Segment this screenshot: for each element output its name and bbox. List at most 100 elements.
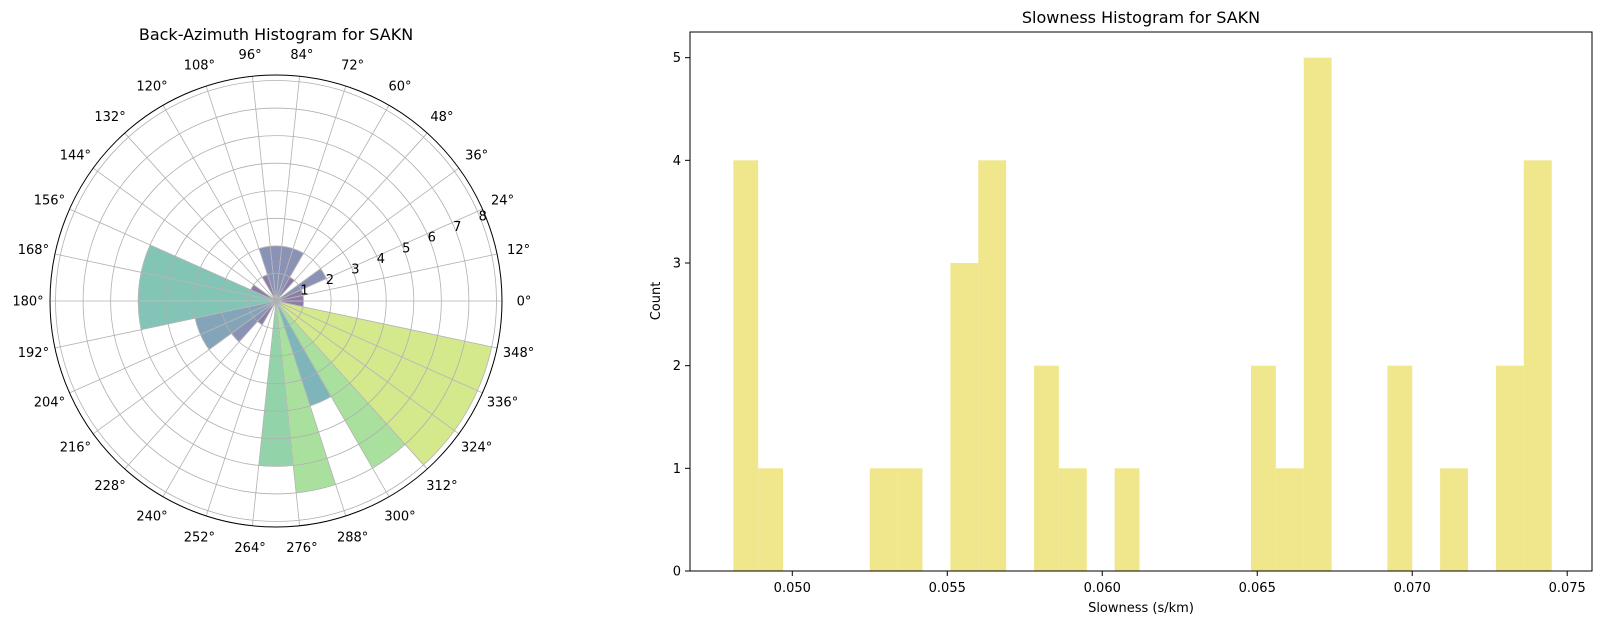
x-tick-label: 0.065 <box>1239 581 1276 596</box>
y-tick-label: 0 <box>673 565 681 580</box>
x-tick-label: 0.050 <box>774 581 811 596</box>
x-tick-label: 0.060 <box>1084 581 1121 596</box>
angular-gridline <box>275 253 498 302</box>
angle-tick-label: 300° <box>384 509 415 524</box>
histogram-bar <box>978 160 1007 572</box>
angle-tick-label: 84° <box>290 48 313 63</box>
angular-gridline <box>275 167 460 302</box>
histogram-bar <box>1495 365 1524 571</box>
angle-tick-label: 132° <box>94 110 125 125</box>
histogram-bar <box>1387 365 1413 571</box>
y-tick-label: 4 <box>673 154 681 169</box>
angular-gridline <box>162 300 277 497</box>
x-tick-label: 0.055 <box>929 581 966 596</box>
angular-gridline <box>205 85 277 302</box>
angle-tick-label: 168° <box>18 243 49 258</box>
angle-tick-label: 276° <box>286 541 317 556</box>
angular-gridline <box>275 300 301 526</box>
angular-gridline <box>275 300 428 470</box>
angular-gridline <box>275 76 301 302</box>
angle-tick-label: 348° <box>503 346 534 361</box>
angle-tick-label: 24° <box>491 194 514 209</box>
angle-tick-label: 216° <box>60 440 91 455</box>
histogram-bar <box>1440 468 1469 571</box>
angular-gridline <box>69 300 277 394</box>
angular-gridline <box>251 76 277 302</box>
angular-gridline <box>275 300 483 394</box>
radial-tick-label: 6 <box>428 231 436 246</box>
angular-gridline <box>162 105 277 302</box>
angular-gridline <box>275 208 483 302</box>
y-tick-label: 5 <box>673 51 681 66</box>
x-tick-label: 0.075 <box>1549 581 1586 596</box>
histogram-bar <box>1058 468 1087 571</box>
x-tick-label: 0.070 <box>1394 581 1431 596</box>
angle-tick-label: 288° <box>337 530 368 545</box>
angle-tick-label: 336° <box>487 395 518 410</box>
angle-tick-label: 180° <box>12 295 43 310</box>
radial-tick-label: 3 <box>351 262 359 277</box>
angle-tick-label: 228° <box>94 479 125 494</box>
histogram-ticks: 0.050 0.055 0.060 0.065 0.070 0.075 0 1 2 3 4 5 <box>673 51 1586 596</box>
histogram-bar <box>1275 468 1304 571</box>
angle-tick-label: 72° <box>341 59 364 74</box>
polar-tick-labels: 0°12°24°36°48°60°72°84°96°108°120°132°14… <box>12 48 534 556</box>
angle-tick-label: 324° <box>461 440 492 455</box>
angle-tick-label: 192° <box>18 346 49 361</box>
y-tick-label: 2 <box>673 359 681 374</box>
polar-chart-title: Back-Azimuth Histogram for SAKN <box>139 25 413 44</box>
radial-tick-label: 7 <box>453 220 461 235</box>
histogram-bar <box>1251 365 1276 571</box>
histogram-bar <box>897 468 923 571</box>
histogram-bar <box>1034 365 1059 571</box>
histogram-frame <box>689 31 1593 572</box>
angular-gridline <box>54 253 277 302</box>
angular-gridline <box>124 300 277 470</box>
polar-frame <box>49 74 503 528</box>
angle-tick-label: 120° <box>136 80 167 95</box>
angle-tick-label: 0° <box>517 295 532 310</box>
angular-gridline <box>205 300 277 517</box>
polar-gridlines <box>49 74 503 528</box>
y-tick-label: 1 <box>673 462 681 477</box>
histogram-bar <box>1303 57 1332 571</box>
angle-tick-label: 240° <box>136 509 167 524</box>
angle-tick-label: 48° <box>430 110 453 125</box>
angle-tick-label: 264° <box>234 541 265 556</box>
angular-gridline <box>251 300 277 526</box>
angle-tick-label: 96° <box>239 48 262 63</box>
angular-gridline <box>54 300 277 349</box>
angular-gridline <box>92 167 277 302</box>
angular-gridline <box>275 300 460 435</box>
angular-gridline <box>275 300 498 349</box>
histogram-bar <box>758 468 783 571</box>
histogram-title: Slowness Histogram for SAKN <box>1022 8 1260 27</box>
angular-gridline <box>92 300 277 435</box>
angular-gridline <box>124 132 277 302</box>
radial-tick-label: 4 <box>377 252 385 267</box>
angle-tick-label: 36° <box>465 149 488 164</box>
radial-tick-label: 2 <box>326 273 334 288</box>
histogram-bar <box>950 263 979 571</box>
y-tick-label: 3 <box>673 257 681 272</box>
angle-tick-label: 108° <box>184 59 215 74</box>
polar-chart: Back-Azimuth Histogram for SAKN 0° 12° 24°… <box>12 25 534 556</box>
slowness-histogram: Slowness Histogram for SAKN 0.050 0.055 0.… <box>649 8 1593 616</box>
angular-gridline <box>275 132 428 302</box>
angular-gridline <box>275 300 390 497</box>
histogram-bar <box>869 468 898 571</box>
angle-tick-label: 312° <box>426 479 457 494</box>
angular-gridline <box>275 105 390 302</box>
angle-tick-label: 252° <box>184 530 215 545</box>
histogram-bars <box>733 57 1552 572</box>
angular-gridline <box>275 85 347 302</box>
angular-gridline <box>275 300 347 517</box>
angle-tick-label: 12° <box>507 243 530 258</box>
angle-tick-label: 144° <box>60 149 91 164</box>
y-axis-label: Count <box>649 282 664 321</box>
x-axis-label: Slowness (s/km) <box>1088 601 1194 616</box>
radial-tick-label: 5 <box>402 241 410 256</box>
histogram-bar <box>1114 468 1140 571</box>
polar-bars <box>137 244 493 494</box>
